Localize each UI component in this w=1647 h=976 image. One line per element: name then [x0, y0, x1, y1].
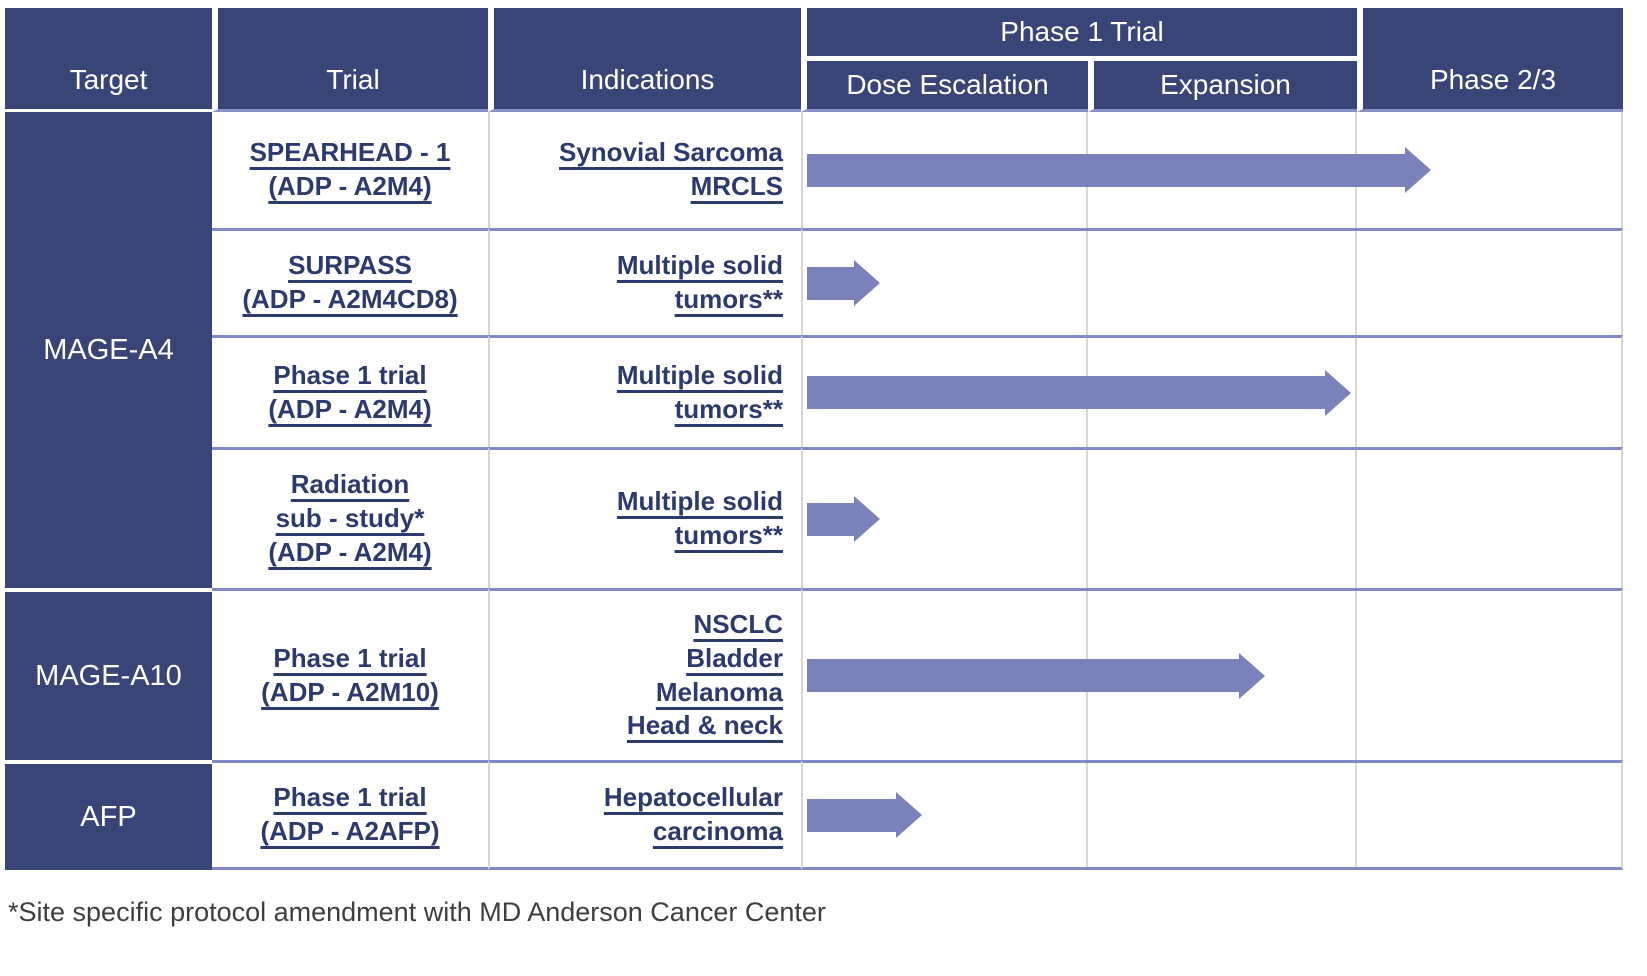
- indications-cell: Multiple solid tumors**: [488, 335, 801, 447]
- indications-link[interactable]: Multiple solid tumors**: [616, 486, 783, 550]
- target-label: AFP: [80, 800, 137, 833]
- target-label: MAGE-A10: [35, 659, 182, 692]
- trial-link-spearhead-1[interactable]: SPEARHEAD - 1 (ADP - A2M4): [249, 137, 451, 201]
- header-cell-dose-escalation: Dose Escalation: [801, 61, 1088, 112]
- expansion-label: Expansion: [1160, 69, 1291, 100]
- header-cell-expansion: Expansion: [1088, 61, 1357, 112]
- progress-arrow-bar: [807, 153, 1405, 187]
- trial-link-phase1-a2m10[interactable]: Phase 1 trial (ADP - A2M10): [261, 642, 439, 707]
- progress-arrow-head: [854, 260, 880, 306]
- column-divider: [1086, 450, 1088, 588]
- progress-arrow-head: [854, 496, 880, 542]
- indications-cell: Multiple solid tumors**: [488, 447, 801, 588]
- progress-arrow: [807, 652, 1265, 699]
- column-divider: [1355, 591, 1357, 760]
- indications-link[interactable]: NSCLC Bladder Melanoma Head & neck: [626, 608, 783, 741]
- column-divider: [1355, 763, 1357, 867]
- footnote: *Site specific protocol amendment with M…: [8, 897, 826, 927]
- phase-progress-cell: [801, 112, 1623, 228]
- phase-progress-cell: [801, 228, 1623, 335]
- trial-cell: SPEARHEAD - 1 (ADP - A2M4): [212, 112, 488, 228]
- progress-arrow-head: [1325, 369, 1351, 416]
- column-divider: [1355, 450, 1357, 588]
- progress-arrow-head: [1405, 147, 1431, 193]
- indications-link[interactable]: Multiple solid tumors**: [616, 250, 783, 314]
- progress-arrow: [807, 260, 880, 306]
- column-divider: [1355, 338, 1357, 447]
- indications-cell: Hepatocellular carcinoma: [488, 760, 801, 870]
- phase-progress-cell: [801, 588, 1623, 760]
- progress-arrow-head: [1239, 652, 1265, 699]
- indications-link[interactable]: Synovial Sarcoma MRCLS: [559, 137, 783, 201]
- target-group-mage-a4: MAGE-A4: [5, 112, 212, 588]
- target-group-afp: AFP: [5, 760, 212, 870]
- trial-cell: Phase 1 trial (ADP - A2M10): [212, 588, 488, 760]
- phase-progress-cell: [801, 760, 1623, 870]
- phase23-label: Phase 2/3: [1429, 64, 1557, 95]
- pipeline-table: Target Trial Indications Phase 1 Trial D…: [5, 8, 1623, 870]
- trial-link-surpass[interactable]: SURPASS (ADP - A2M4CD8): [242, 250, 458, 314]
- phase1-banner-label: Phase 1 Trial: [1000, 16, 1164, 47]
- target-group-mage-a10: MAGE-A10: [5, 588, 212, 760]
- header-cell-target: Target: [5, 8, 212, 112]
- progress-arrow-bar: [807, 502, 854, 536]
- progress-arrow-bar: [807, 798, 896, 832]
- progress-arrow-bar: [807, 376, 1325, 409]
- header-indications-label: Indications: [580, 64, 715, 95]
- progress-arrow: [807, 496, 880, 542]
- trial-link-phase1-a2m4[interactable]: Phase 1 trial (ADP - A2M4): [268, 359, 432, 424]
- trial-cell: Radiation sub - study* (ADP - A2M4): [212, 447, 488, 588]
- indications-link[interactable]: Multiple solid tumors**: [616, 359, 783, 424]
- progress-arrow-bar: [807, 659, 1239, 692]
- trial-cell: SURPASS (ADP - A2M4CD8): [212, 228, 488, 335]
- indications-link[interactable]: Hepatocellular carcinoma: [603, 782, 783, 846]
- header-target-label: Target: [69, 64, 148, 95]
- column-divider: [1355, 231, 1357, 335]
- header-trial-label: Trial: [326, 64, 380, 95]
- trial-link-radiation-substudy[interactable]: Radiation sub - study* (ADP - A2M4): [268, 469, 432, 567]
- dose-escalation-label: Dose Escalation: [846, 69, 1049, 100]
- progress-arrow: [807, 369, 1351, 416]
- phase-progress-cell: [801, 447, 1623, 588]
- target-label: MAGE-A4: [43, 333, 174, 366]
- header-cell-indications: Indications: [488, 8, 801, 112]
- trial-link-phase1-a2afp[interactable]: Phase 1 trial (ADP - A2AFP): [260, 782, 440, 846]
- trial-cell: Phase 1 trial (ADP - A2M4): [212, 335, 488, 447]
- phase-progress-cell: [801, 335, 1623, 447]
- column-divider: [1086, 231, 1088, 335]
- indications-cell: Multiple solid tumors**: [488, 228, 801, 335]
- trial-cell: Phase 1 trial (ADP - A2AFP): [212, 760, 488, 870]
- header-cell-trial: Trial: [212, 8, 488, 112]
- indications-cell: NSCLC Bladder Melanoma Head & neck: [488, 588, 801, 760]
- progress-arrow-bar: [807, 266, 854, 300]
- progress-arrow: [807, 792, 922, 838]
- progress-arrow-head: [896, 792, 922, 838]
- column-divider: [1086, 763, 1088, 867]
- header-cell-phase1-banner: Phase 1 Trial: [801, 8, 1357, 61]
- indications-cell: Synovial Sarcoma MRCLS: [488, 112, 801, 228]
- header-cell-phase23: Phase 2/3: [1357, 8, 1623, 112]
- progress-arrow: [807, 147, 1431, 193]
